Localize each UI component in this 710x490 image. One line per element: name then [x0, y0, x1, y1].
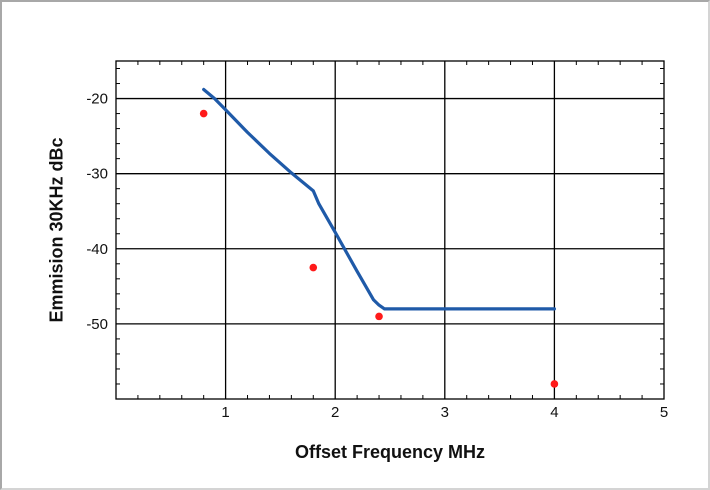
- y-tick-label: -50: [86, 316, 108, 333]
- data-point: [309, 263, 318, 272]
- x-tick-label: 5: [660, 404, 668, 421]
- y-tick-label: -40: [86, 241, 108, 258]
- x-tick-labels: 1 2 3 4 5: [221, 404, 668, 421]
- y-tick-label: -30: [86, 166, 108, 183]
- x-tick-label: 2: [331, 404, 339, 421]
- y-tick-label: -20: [86, 91, 108, 108]
- x-tick-label: 3: [441, 404, 449, 421]
- minor-ticks: [116, 61, 664, 399]
- x-tick-label: 4: [550, 404, 558, 421]
- x-axis-title: Offset Frequency MHz: [295, 442, 485, 462]
- y-axis-title: Emmision 30KHz dBc: [46, 137, 66, 322]
- data-point: [375, 312, 383, 321]
- x-tick-label: 1: [221, 404, 229, 421]
- grid: [116, 61, 664, 399]
- data-point: [199, 109, 208, 118]
- plot-area: [115, 60, 665, 400]
- series-layer: [199, 87, 559, 388]
- data-point: [550, 380, 559, 388]
- y-tick-labels: -20 -30 -40 -50: [86, 91, 108, 333]
- series-line: [202, 87, 557, 311]
